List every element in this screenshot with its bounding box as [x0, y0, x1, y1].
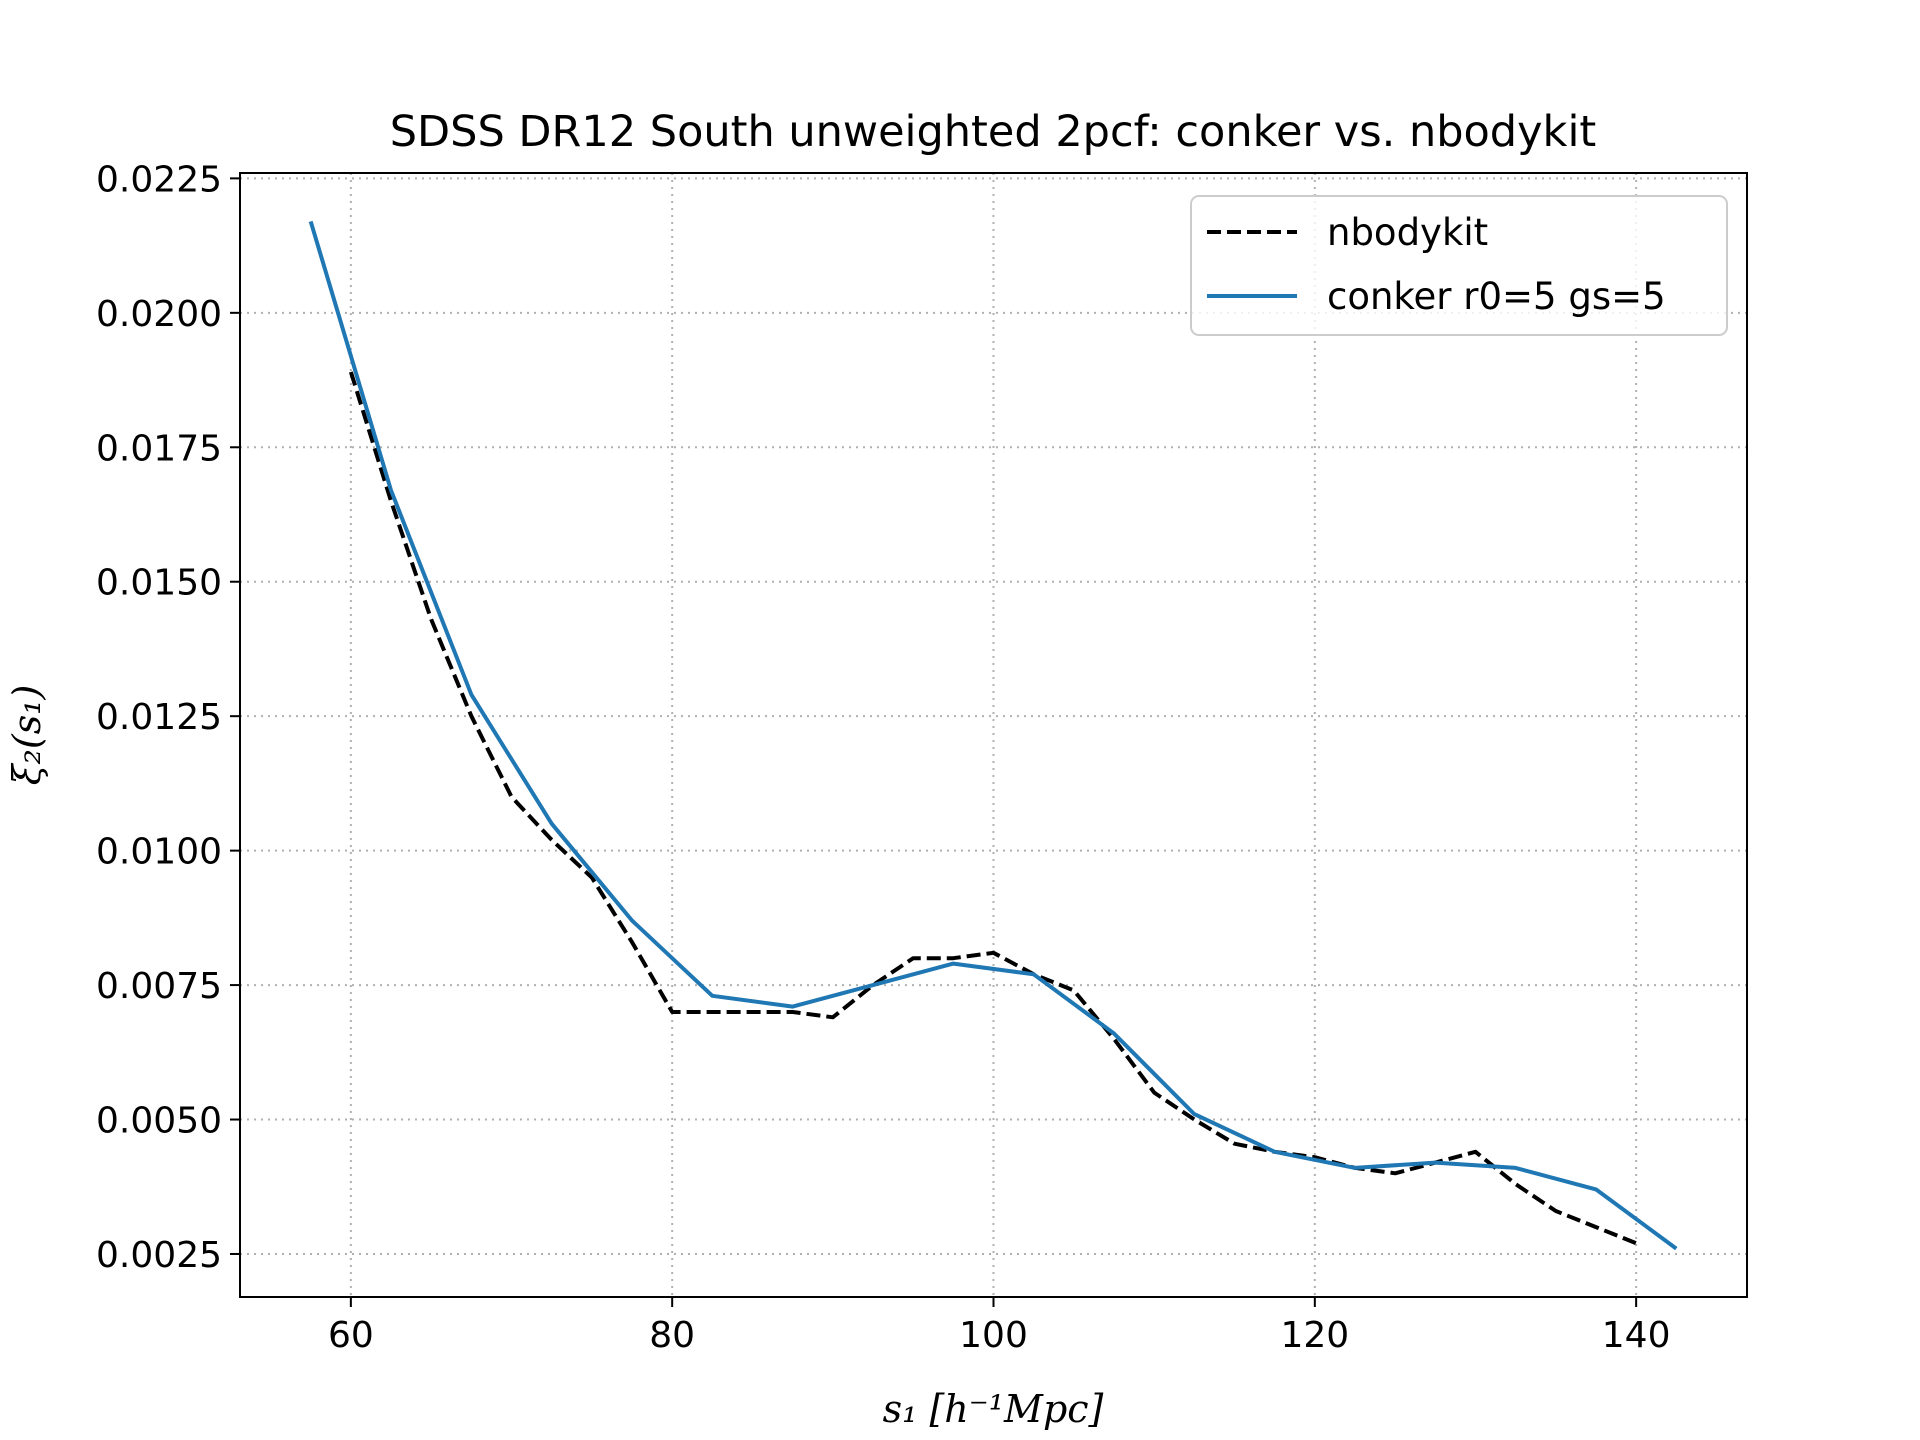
plot-area: 60 80 100 120 140 0.0025 0.0050 0.0075 0.0100 0.0…	[96, 159, 1748, 1356]
y-tick-label: 0.0025	[96, 1235, 222, 1276]
nbodykit-data-point	[712, 1011, 713, 1012]
conker-data-point	[391, 490, 392, 491]
y-tick-label: 0.0200	[96, 294, 222, 335]
conker-data-point	[1033, 974, 1034, 975]
nbodykit-data-point	[350, 371, 351, 372]
conker-data-point	[1274, 1151, 1275, 1152]
series-line-nbodykit	[348, 371, 1637, 1246]
nbodykit-data-point	[1154, 1092, 1155, 1093]
nbodykit-data-point	[993, 952, 994, 953]
nbodykit-data-point	[1636, 1243, 1637, 1244]
nbodykit-data-point	[1113, 1038, 1114, 1039]
y-tick-label: 0.0075	[96, 966, 222, 1007]
conker-data-point	[1194, 1114, 1195, 1115]
nbodykit-data-point	[953, 958, 954, 959]
conker-data-point	[1113, 1033, 1114, 1034]
nbodykit-data-point	[551, 839, 552, 840]
nbodykit-data-point	[792, 1011, 793, 1012]
y-tick-label: 0.0125	[96, 697, 222, 738]
x-tick-label: 120	[1280, 1315, 1349, 1356]
grid-lines	[240, 173, 1747, 1297]
conker-data-point	[1435, 1162, 1436, 1163]
x-tick-label: 100	[959, 1315, 1028, 1356]
conker-data-point	[953, 963, 954, 964]
legend-box	[1190, 195, 1728, 336]
nbodykit-data-point	[1314, 1157, 1315, 1158]
conker-data-point	[792, 1006, 793, 1007]
conker-data-point	[873, 985, 874, 986]
series-lines	[308, 220, 1678, 1251]
conker-data-point	[310, 221, 311, 222]
conker-data-point	[1676, 1248, 1677, 1249]
nbodykit-data-point	[1475, 1151, 1476, 1152]
nbodykit-data-point	[591, 877, 592, 878]
conker-data-point	[471, 694, 472, 695]
y-tick-label: 0.0175	[96, 428, 222, 469]
nbodykit-data-point	[1395, 1173, 1396, 1174]
x-tick-label: 60	[328, 1315, 374, 1356]
y-tick-label: 0.0225	[96, 159, 222, 200]
conker-data-point	[632, 920, 633, 921]
series-line-conker	[308, 220, 1678, 1251]
nbodykit-data-point	[1234, 1143, 1235, 1144]
y-tick-label: 0.0100	[96, 832, 222, 873]
nbodykit-data-point	[431, 619, 432, 620]
x-tick-label: 140	[1602, 1315, 1671, 1356]
nbodykit-data-point	[1515, 1184, 1516, 1185]
nbodykit-data-point	[752, 1011, 753, 1012]
nbodykit-data-point	[471, 716, 472, 717]
nbodykit-data-point	[1595, 1227, 1596, 1228]
nbodykit-data-point	[391, 501, 392, 502]
y-axis-label: ξ₂(s₁)	[5, 685, 49, 786]
nbodykit-data-point	[832, 1017, 833, 1018]
legend-label-conker: conker r0=5 gs=5	[1327, 275, 1666, 318]
y-tick-label: 0.0050	[96, 1101, 222, 1142]
conker-data-point	[1515, 1167, 1516, 1168]
nbodykit-data-point	[1194, 1119, 1195, 1120]
nbodykit-data-point	[913, 958, 914, 959]
x-tick-label: 80	[649, 1315, 695, 1356]
nbodykit-data-point	[672, 1011, 673, 1012]
nbodykit-data-point	[511, 796, 512, 797]
nbodykit-data-point	[1555, 1210, 1556, 1211]
conker-data-point	[1354, 1167, 1355, 1168]
nbodykit-data-point	[632, 942, 633, 943]
legend-label-nbodykit: nbodykit	[1327, 211, 1488, 254]
x-axis-label: s₁ [h⁻¹Mpc]	[883, 1387, 1104, 1431]
chart-title: SDSS DR12 South unweighted 2pcf: conker …	[390, 107, 1597, 157]
nbodykit-data-point	[1073, 990, 1074, 991]
axis-ticks: 60 80 100 120 140 0.0025 0.0050 0.0075 0.0100 0.0…	[96, 159, 1670, 1356]
conker-data-point	[712, 995, 713, 996]
conker-data-point	[551, 823, 552, 824]
conker-data-point	[1595, 1189, 1596, 1190]
legend: nbodykit conker r0=5 gs=5	[1190, 195, 1728, 336]
y-tick-label: 0.0150	[96, 563, 222, 604]
